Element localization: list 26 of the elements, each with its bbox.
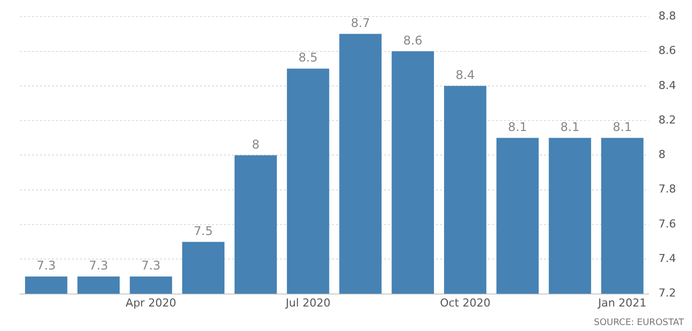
data-label: 7.5 <box>194 224 213 238</box>
data-label: 7.3 <box>36 258 56 273</box>
y-tick-label: 8.2 <box>658 113 676 126</box>
source-note: SOURCE: EUROSTAT <box>594 318 684 328</box>
y-tick-label: 8.4 <box>658 78 676 92</box>
data-label: 8.6 <box>403 33 422 48</box>
x-tick-label: Jul 2020 <box>284 296 330 310</box>
y-tick-label: 8.6 <box>658 44 676 58</box>
data-label: 8.7 <box>350 16 370 30</box>
data-label: 8.4 <box>456 68 475 82</box>
y-tick-label: 8.8 <box>658 9 676 22</box>
y-tick-label: 7.6 <box>658 217 676 230</box>
x-tick-label: Jan 2021 <box>597 296 647 310</box>
data-label: 8.5 <box>298 50 318 65</box>
data-label: 8.1 <box>560 120 580 134</box>
y-tick-label: 7.4 <box>658 252 676 266</box>
data-label: 7.3 <box>141 258 160 273</box>
x-tick-label: Apr 2020 <box>126 296 176 310</box>
x-tick-label: Oct 2020 <box>440 296 490 310</box>
y-tick-label: 8 <box>658 148 666 162</box>
y-tick-label: 7.8 <box>658 182 676 196</box>
y-tick-label: 7.2 <box>658 286 676 300</box>
data-label: 8.1 <box>508 120 528 134</box>
data-label: 8 <box>252 137 260 152</box>
data-label: 7.3 <box>89 258 108 273</box>
data-label: 8.1 <box>612 120 632 134</box>
